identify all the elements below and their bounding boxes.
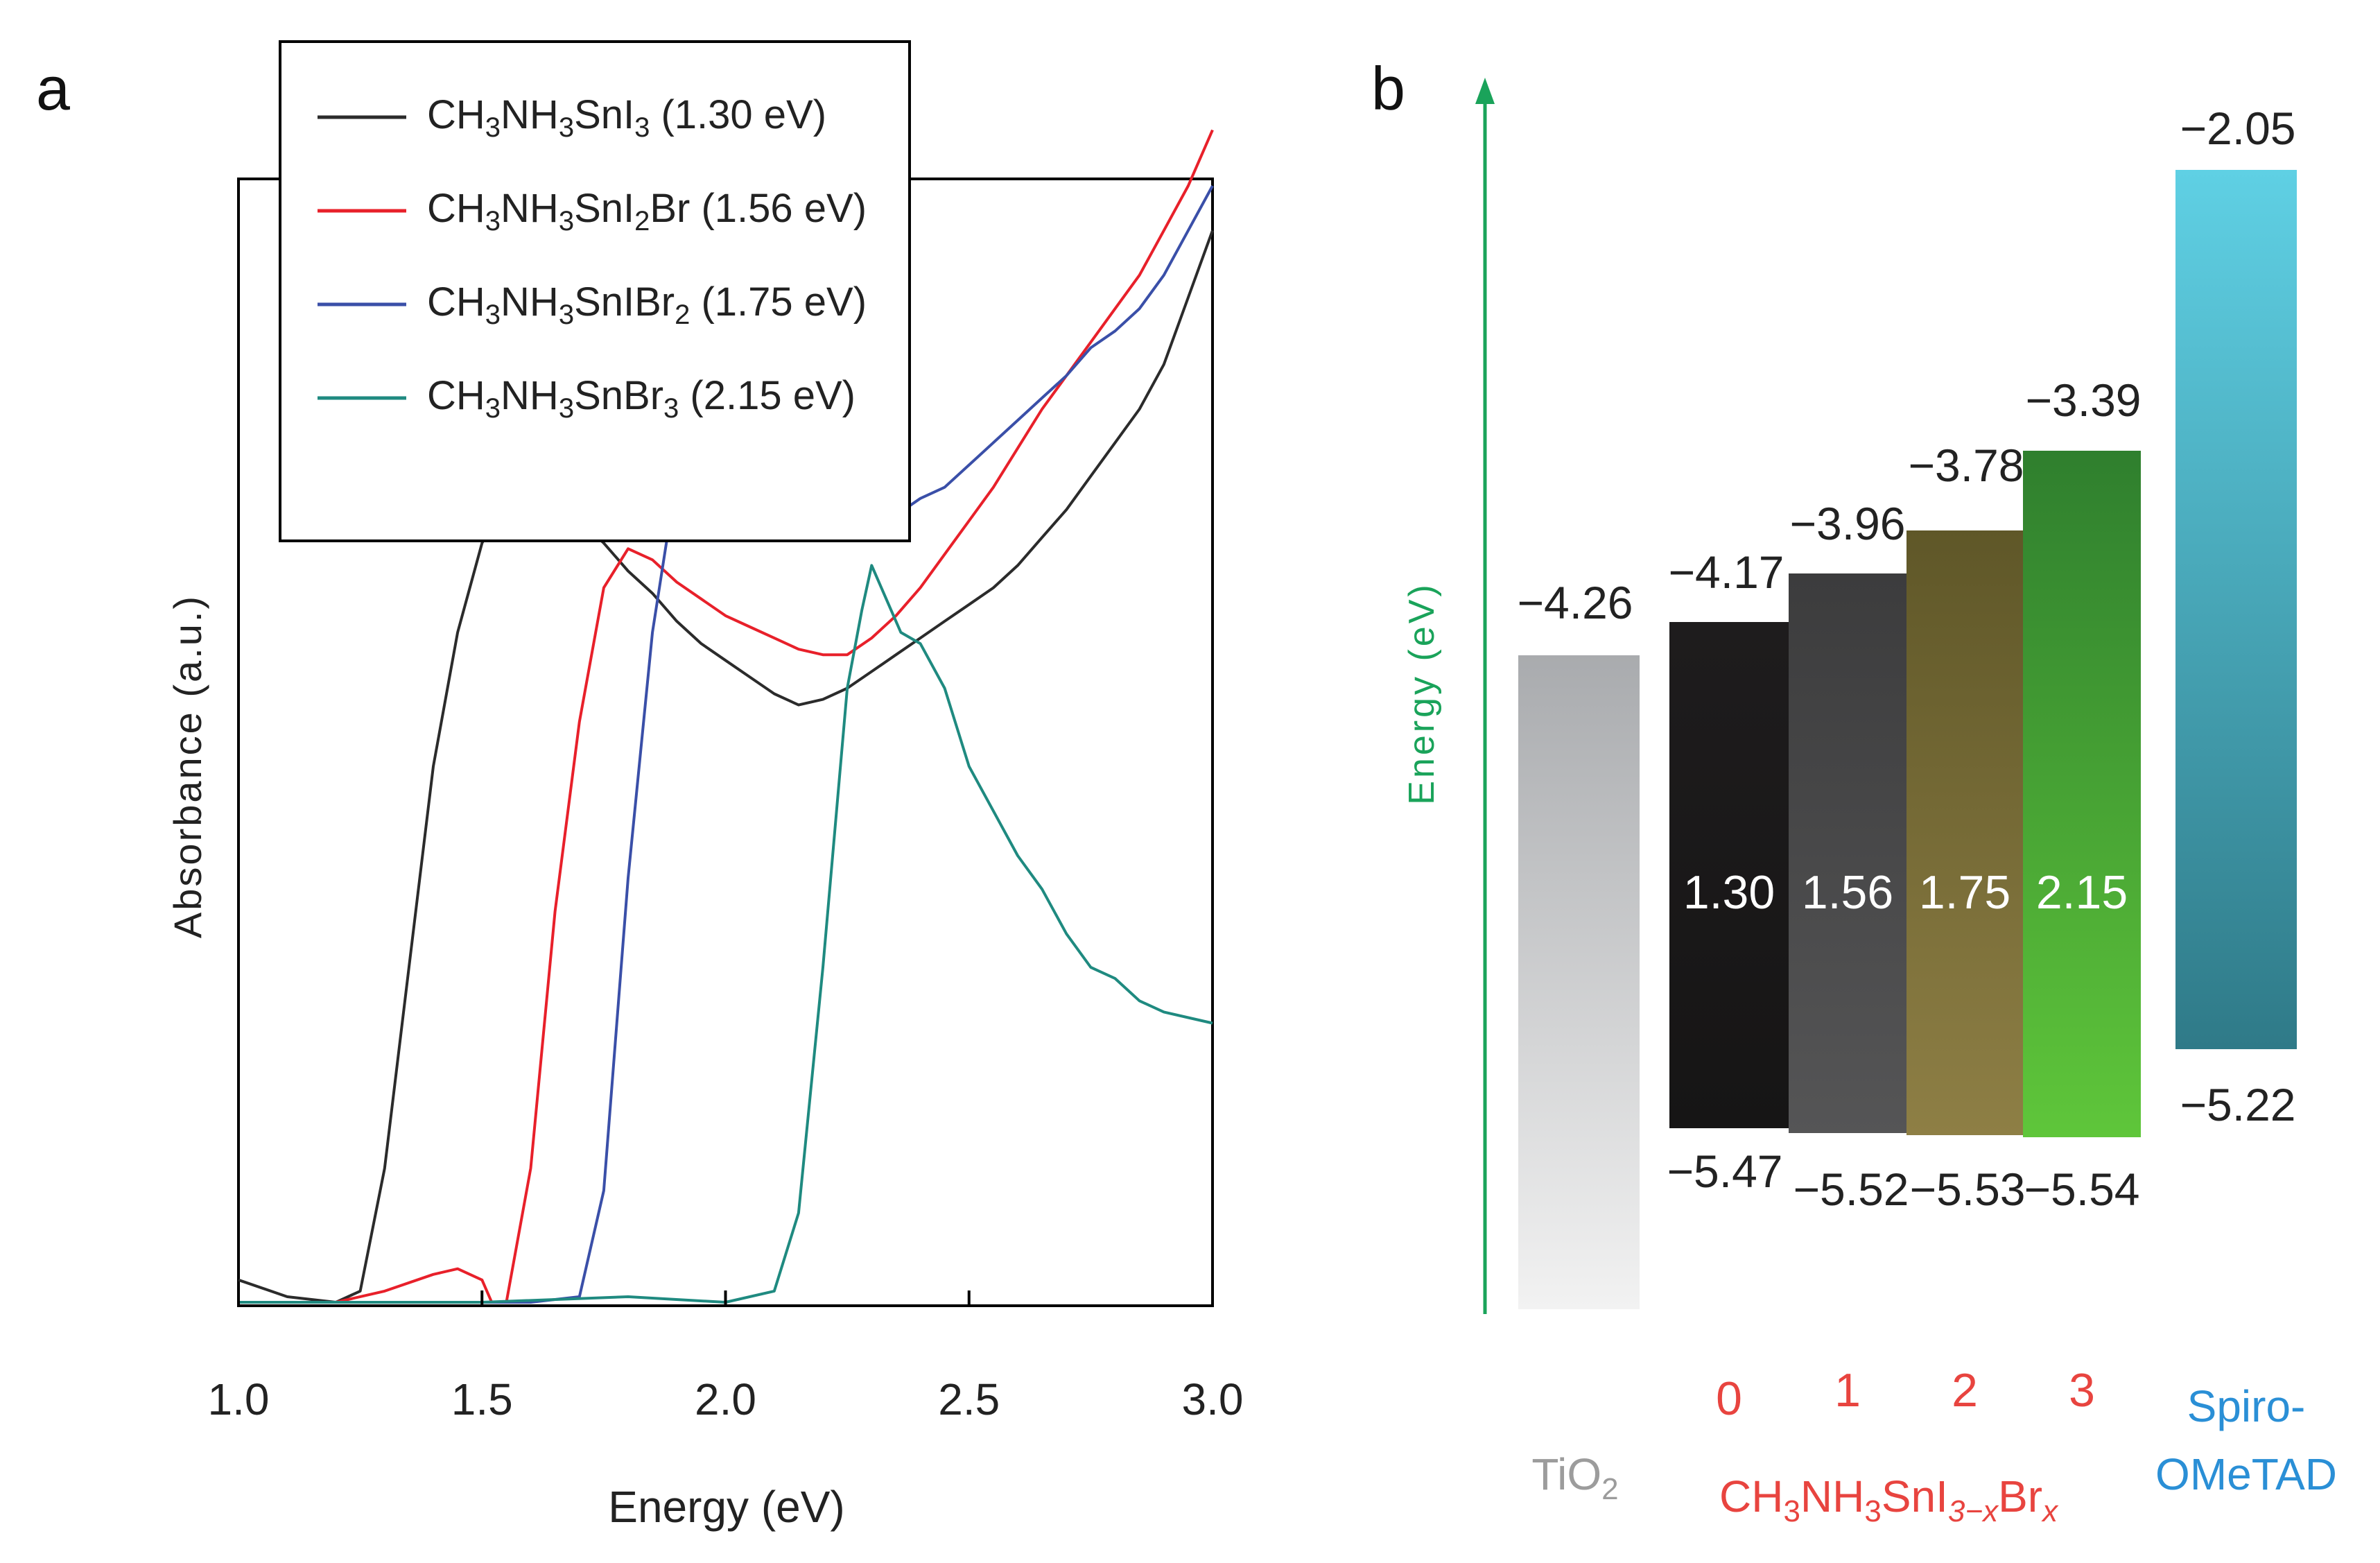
legend-label-0: CH3NH3SnI3 (1.30 eV) xyxy=(427,92,826,143)
legend-box xyxy=(279,40,911,542)
tio2-top-value: −4.26 xyxy=(1518,577,1633,628)
top-value-x1: −3.96 xyxy=(1790,498,1906,549)
top-value-x3: −3.39 xyxy=(2026,374,2142,426)
bar-x1 xyxy=(1789,573,1906,1133)
tio2-bar xyxy=(1518,655,1640,1309)
legend-label-1: CH3NH3SnI2Br (1.56 eV) xyxy=(427,186,867,236)
gap-x2: 1.75 xyxy=(1919,866,2010,919)
tio2-label: TiO2 xyxy=(1531,1449,1618,1506)
x-tick-label-1: 1.5 xyxy=(451,1374,513,1424)
bottom-value-x0: −5.47 xyxy=(1667,1146,1783,1197)
bar-x3 xyxy=(2023,451,2141,1137)
panel-a-absorbance-chart: a 1.0 1.5 2.0 2.5 3.0 Energy (eV) Absorbance… xyxy=(36,40,1244,1532)
x-tick-label-3: 2.5 xyxy=(938,1374,1000,1424)
legend-items: CH3NH3SnI3 (1.30 eV) CH3NH3SnI2Br (1.56 e… xyxy=(318,92,867,424)
spiro-label-line2: OMeTAD xyxy=(2155,1449,2337,1499)
x-axis-ticks: 1.0 1.5 2.0 2.5 3.0 xyxy=(208,1290,1244,1424)
gap-x1: 1.56 xyxy=(1802,866,1893,919)
bar-x0 xyxy=(1669,622,1789,1128)
x-value-3: 3 xyxy=(2069,1364,2095,1417)
bar-x2 xyxy=(1906,530,2023,1135)
energy-axis-label: Energy (eV) xyxy=(1402,582,1442,804)
spiro-label-line1: Spiro- xyxy=(2187,1381,2306,1431)
x-tick-label-4: 3.0 xyxy=(1182,1374,1244,1424)
top-value-x2: −3.78 xyxy=(1909,440,2024,491)
x-value-0: 0 xyxy=(1716,1372,1742,1425)
x-value-2: 2 xyxy=(1952,1364,1978,1417)
energy-axis-arrowhead xyxy=(1475,78,1495,104)
spiro-bottom-value: −5.22 xyxy=(2180,1079,2296,1130)
panel-b-letter: b xyxy=(1371,54,1405,123)
x-tick-label-2: 2.0 xyxy=(695,1374,756,1424)
series-line-0 xyxy=(238,230,1214,1304)
gap-x3: 2.15 xyxy=(2036,866,2128,919)
bottom-value-x2: −5.53 xyxy=(1910,1164,2026,1215)
x-axis-label: Energy (eV) xyxy=(608,1482,844,1532)
series-line-3 xyxy=(238,564,1213,1304)
legend-label-2: CH3NH3SnIBr2 (1.75 eV) xyxy=(427,279,867,330)
x-value-1: 1 xyxy=(1834,1364,1861,1417)
legend-label-3: CH3NH3SnBr3 (2.15 eV) xyxy=(427,373,855,424)
bottom-value-x3: −5.54 xyxy=(2024,1164,2140,1215)
panel-b-energy-diagram: b Energy (eV) −4.26 −4.17 −3.96 −3.78 −3… xyxy=(1371,54,2337,1528)
panel-a-letter: a xyxy=(36,54,70,123)
spiro-bar xyxy=(2175,170,2297,1049)
gap-x0: 1.30 xyxy=(1683,866,1775,919)
bottom-value-x1: −5.52 xyxy=(1793,1164,1909,1215)
legend: CH3NH3SnI3 (1.30 eV) CH3NH3SnI2Br (1.56 e… xyxy=(279,40,911,542)
x-tick-label-0: 1.0 xyxy=(208,1374,270,1424)
compound-label: CH3NH3SnI3−xBrx xyxy=(1719,1471,2059,1528)
top-value-x0: −4.17 xyxy=(1669,546,1784,598)
y-axis-label: Absorbance (a.u.) xyxy=(166,594,209,938)
spiro-top-value: −2.05 xyxy=(2180,103,2296,154)
